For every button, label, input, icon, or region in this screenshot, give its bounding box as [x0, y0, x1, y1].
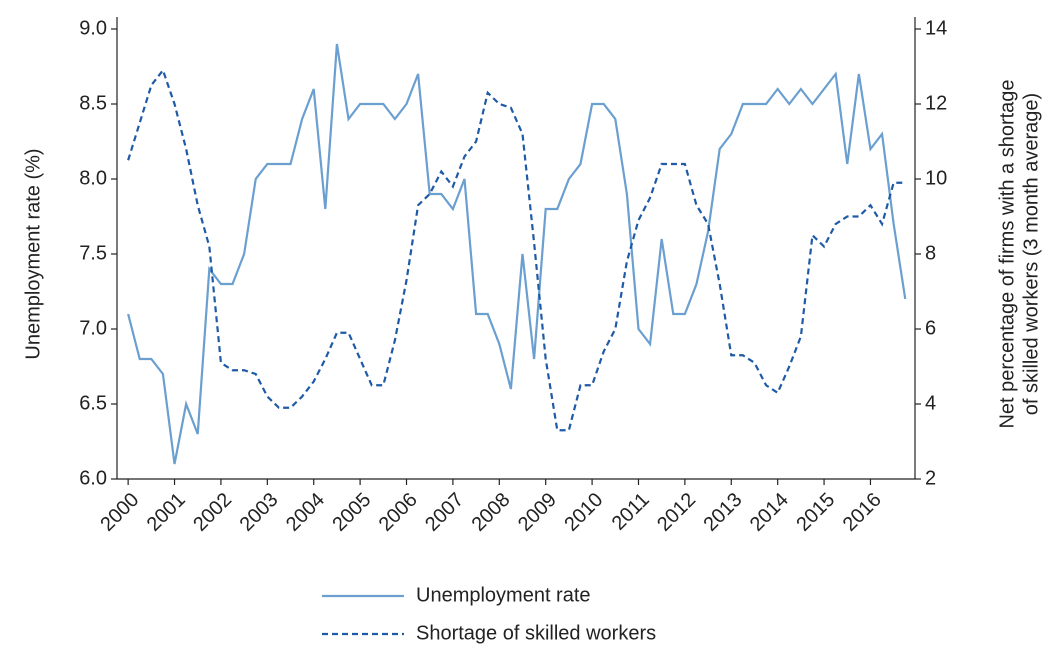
x-tick-label: 2013	[700, 489, 747, 536]
x-tick-label: 2014	[746, 489, 793, 536]
line-series	[127, 67, 906, 432]
y2-tick-label: 4	[925, 392, 936, 414]
x-tick-label: 2003	[236, 489, 283, 536]
y2-tick-label: 6	[925, 317, 936, 339]
x-tick-label: 2002	[189, 489, 236, 536]
legend-label: Unemployment rate	[416, 584, 591, 606]
x-tick-label: 2010	[560, 489, 607, 536]
y-axis-label: Unemployment rate (%)	[22, 148, 44, 359]
x-tick-label: 2016	[839, 489, 886, 536]
legend-label: Shortage of skilled workers	[416, 622, 656, 644]
y2-tick-label: 14	[925, 17, 947, 39]
x-tick-label: 2015	[792, 489, 839, 536]
x-tick-label: 2005	[328, 489, 375, 536]
x-tick-label: 2012	[653, 489, 700, 536]
y-tick-label: 8.5	[79, 92, 107, 114]
y-tick-label: 9.0	[79, 17, 107, 39]
x-tick-label: 2007	[421, 489, 468, 536]
y-tick-label: 6.0	[79, 467, 107, 489]
y-tick-label: 7.0	[79, 317, 107, 339]
x-tick-label: 2011	[608, 489, 654, 535]
x-tick-label: 2008	[468, 489, 515, 536]
y2-tick-label: 2	[925, 467, 936, 489]
y-tick-label: 7.5	[79, 242, 107, 264]
y2-axis-label: of skilled workers (3 month average)	[1020, 93, 1042, 415]
y-tick-label: 8.0	[79, 167, 107, 189]
x-tick-label: 2006	[375, 489, 422, 536]
y2-tick-label: 12	[925, 92, 947, 114]
line-series	[127, 43, 907, 465]
x-tick-label: 2009	[514, 489, 561, 536]
x-tick-label: 2004	[282, 489, 329, 536]
y2-tick-label: 10	[925, 167, 947, 189]
x-tick-label: 2001	[143, 489, 190, 536]
y-tick-label: 6.5	[79, 392, 107, 414]
x-tick-label: 2000	[96, 489, 143, 536]
y2-tick-label: 8	[925, 242, 936, 264]
y2-axis-label: Net percentage of firms with a shortage	[996, 79, 1018, 428]
